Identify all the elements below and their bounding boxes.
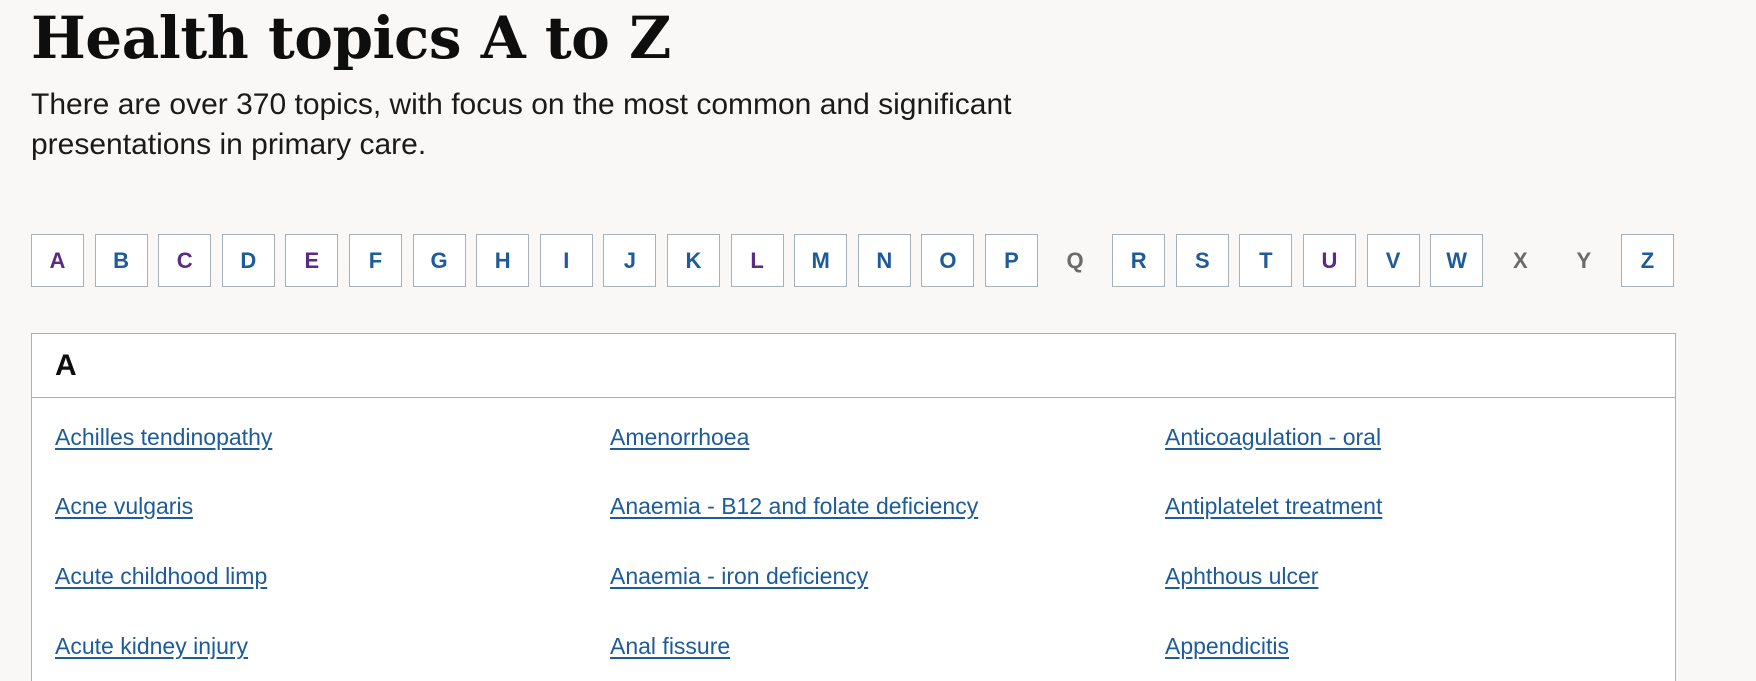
letter-link-n[interactable]: N (857, 234, 911, 287)
topic-link[interactable]: Acne vulgaris (55, 493, 194, 519)
intro-line-2: presentations in primary care. (31, 128, 427, 161)
topic-link[interactable]: Anticoagulation - oral (1165, 424, 1382, 450)
topic-link[interactable]: Antiplatelet treatment (1165, 493, 1383, 519)
letter-link-p[interactable]: P (985, 234, 1038, 287)
letter-link-z[interactable]: Z (1621, 234, 1674, 287)
letter-link-m[interactable]: M (794, 234, 848, 287)
letter-link-x: X (1512, 247, 1528, 273)
topic-link[interactable]: Appendicitis (1165, 633, 1290, 659)
topic-link[interactable]: Aphthous ulcer (1165, 563, 1319, 589)
letter-link-j[interactable]: J (603, 234, 657, 287)
letter-link-d[interactable]: D (221, 234, 275, 287)
letter-link-u[interactable]: U (1303, 234, 1356, 287)
letter-link-k[interactable]: K (667, 234, 720, 287)
letter-link-s[interactable]: S (1175, 234, 1229, 287)
letter-link-l[interactable]: L (730, 234, 784, 287)
topic-link[interactable]: Anaemia - iron deficiency (610, 563, 869, 589)
topic-link[interactable]: Achilles tendinopathy (55, 424, 273, 450)
letter-link-h[interactable]: H (476, 234, 530, 287)
topic-link[interactable]: Amenorrhoea (610, 424, 750, 450)
letter-link-b[interactable]: B (94, 234, 148, 287)
page-title: Health topics A to Z (31, 4, 671, 72)
letter-link-a[interactable]: A (31, 234, 84, 287)
topic-link[interactable]: Acute kidney injury (55, 633, 249, 659)
letter-link-f[interactable]: F (349, 234, 402, 287)
topic-section-a: A Achilles tendinopathy Acne vulgaris Acut… (31, 333, 1676, 681)
letter-link-o[interactable]: O (921, 234, 975, 287)
letter-link-i[interactable]: I (539, 234, 593, 287)
letter-link-r[interactable]: R (1112, 234, 1166, 287)
section-heading: A (55, 348, 77, 382)
letter-link-v[interactable]: V (1366, 234, 1420, 287)
letter-link-g[interactable]: G (412, 234, 466, 287)
topic-link[interactable]: Anal fissure (610, 633, 731, 659)
letter-link-c[interactable]: C (158, 234, 212, 287)
intro-line-1: There are over 370 topics, with focus on… (31, 88, 1012, 121)
section-header: A (32, 334, 1675, 398)
letter-link-q: Q (1066, 247, 1084, 273)
topic-link[interactable]: Anaemia - B12 and folate deficiency (610, 493, 979, 519)
letter-link-y: Y (1576, 247, 1592, 273)
letter-link-t[interactable]: T (1239, 234, 1293, 287)
letter-link-e[interactable]: E (285, 234, 339, 287)
topic-list: Achilles tendinopathy Acne vulgaris Acute … (32, 398, 1675, 681)
intro-text: There are over 370 topics, with focus on… (31, 85, 1151, 165)
letter-link-w[interactable]: W (1430, 234, 1484, 287)
topic-link[interactable]: Acute childhood limp (55, 563, 268, 589)
